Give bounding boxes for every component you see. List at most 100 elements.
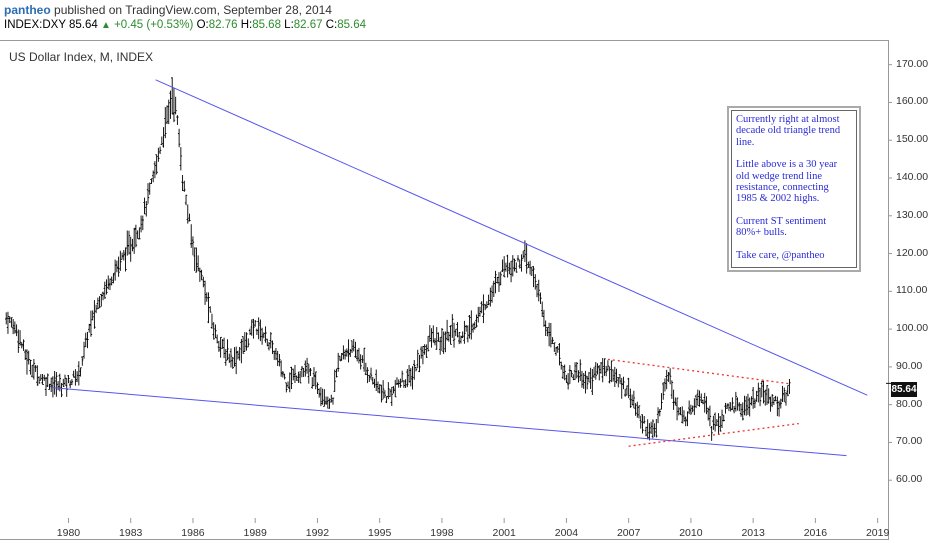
price-bar [672, 389, 675, 410]
price-bar [475, 314, 478, 328]
price-bar [10, 317, 13, 328]
price-bar [183, 180, 186, 192]
annotation-note[interactable]: Currently right at almost decade old tri… [727, 106, 861, 272]
price-bar [708, 405, 712, 427]
price-bar [143, 197, 146, 215]
price-bar [499, 271, 502, 286]
price-bar [580, 370, 584, 388]
price-bar [328, 398, 331, 409]
price-bar [770, 393, 774, 408]
price-bar [591, 369, 594, 395]
price-bar [636, 401, 639, 418]
price-bar [532, 266, 535, 288]
price-bar [43, 374, 46, 381]
price-bar [312, 367, 316, 387]
price-bar [729, 402, 732, 412]
x-tick-label: 1986 [181, 527, 205, 539]
price-bar [741, 402, 744, 421]
price-bar [139, 215, 143, 233]
close-label: C: [325, 19, 338, 31]
price-bar [24, 349, 27, 361]
price-bar [497, 272, 501, 293]
price-bar [368, 374, 371, 382]
price-bar [566, 373, 570, 390]
price-bar [331, 397, 335, 405]
price-bar [732, 405, 736, 414]
price-bar [440, 328, 444, 352]
price-bar [8, 316, 11, 324]
price-bar [760, 380, 763, 398]
price-bar [411, 366, 414, 390]
price-bar [509, 260, 513, 283]
price-bar [383, 390, 387, 398]
price-bar [380, 384, 383, 403]
price-bar [186, 204, 189, 224]
price-bar [399, 378, 402, 388]
price-bar [350, 340, 354, 353]
price-bar [34, 365, 37, 372]
price-bar [375, 369, 378, 391]
price-bar [421, 345, 425, 365]
wedge-trend-line[interactable] [155, 79, 868, 396]
price-bar [138, 227, 141, 240]
price-bar [734, 391, 738, 412]
y-tick-label: 90.00 [896, 359, 923, 372]
author-name[interactable]: pantheo [4, 3, 51, 17]
price-bar [656, 407, 660, 424]
price-bar [727, 403, 731, 412]
price-bar [679, 407, 682, 416]
x-tick-label: 1995 [367, 527, 392, 539]
price-bar [60, 383, 63, 398]
price-bar [461, 331, 464, 339]
price-bar [776, 396, 779, 417]
price-bar [470, 310, 473, 340]
price-bar [459, 335, 463, 344]
triangle-trend-line[interactable] [628, 422, 799, 447]
price-bar [238, 347, 241, 361]
price-bar [670, 380, 674, 399]
annotation-text: Currently right at almost decade old tri… [731, 110, 857, 268]
price-bar [674, 397, 677, 406]
low-value: 82.67 [293, 19, 323, 31]
price-bar [113, 259, 117, 281]
price-bar [784, 392, 788, 406]
price-bar [5, 312, 8, 325]
price-bar [528, 260, 532, 275]
price-bar [715, 419, 719, 426]
price-bar [689, 404, 693, 415]
price-bar [764, 389, 767, 406]
price-bar [190, 224, 193, 248]
price-bar [219, 336, 222, 358]
x-tick-label: 2016 [803, 527, 828, 539]
price-bar [444, 331, 447, 353]
price-bar [426, 335, 430, 352]
price-bar [55, 371, 58, 397]
price-bar [553, 342, 556, 352]
price-bar [193, 247, 196, 271]
price-bar [542, 309, 546, 327]
price-bar [430, 328, 433, 348]
price-bar [300, 366, 304, 378]
price-bar [639, 415, 642, 429]
wedge-trend-line[interactable] [51, 387, 847, 457]
price-bar [158, 146, 162, 155]
chart-title: US Dollar Index, M, INDEX [9, 50, 154, 64]
price-bar [646, 419, 649, 440]
price-bar [755, 390, 758, 402]
price-bar [65, 377, 68, 397]
price-bar [520, 254, 523, 272]
price-bar [359, 354, 362, 370]
price-bar [333, 369, 336, 392]
price-bar [668, 368, 672, 385]
price-bar [615, 368, 618, 384]
x-tick-label: 2007 [616, 527, 641, 539]
price-bar [703, 392, 706, 413]
price-bar [406, 368, 409, 388]
price-bar [751, 386, 755, 409]
triangle-trend-line[interactable] [607, 358, 791, 385]
price-bar [777, 400, 781, 417]
price-bar [537, 279, 540, 302]
price-bar [136, 230, 139, 240]
price-bar [217, 340, 221, 352]
